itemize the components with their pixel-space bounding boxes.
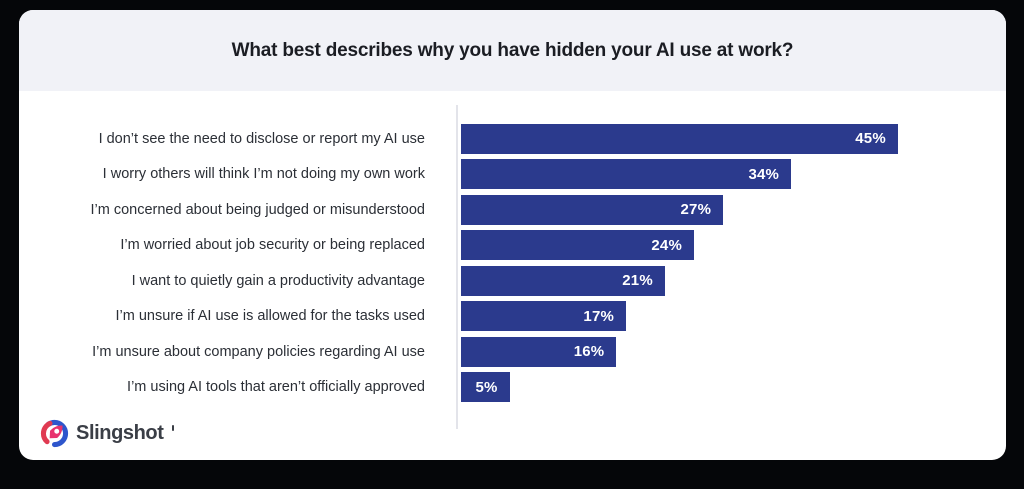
bar-value-label: 24% <box>651 236 682 254</box>
bar-track: 5% <box>440 372 1006 403</box>
slingshot-rocket-icon <box>40 419 69 448</box>
bar: 16% <box>461 336 617 367</box>
bar: 45% <box>461 123 898 154</box>
chart-header: What best describes why you have hidden … <box>19 10 1006 91</box>
bar-category-label: I’m unsure if AI use is allowed for the … <box>115 308 425 325</box>
bar-value-label: 45% <box>855 130 886 148</box>
bar-category-label: I worry others will think I’m not doing … <box>102 166 425 183</box>
bar-row: I’m concerned about being judged or misu… <box>19 192 1006 228</box>
bar-track: 34% <box>440 159 1006 190</box>
bar-track: 21% <box>440 265 1006 296</box>
bar-chart: I don’t see the need to disclose or repo… <box>19 91 1006 460</box>
bar: 5% <box>461 372 510 403</box>
bar: 17% <box>461 301 627 332</box>
bar: 24% <box>461 230 694 261</box>
bar-track: 16% <box>440 336 1006 367</box>
bar-rows: I don’t see the need to disclose or repo… <box>19 91 1006 405</box>
bar: 27% <box>461 194 724 225</box>
chart-card: What best describes why you have hidden … <box>19 10 1006 460</box>
bar-track: 24% <box>440 230 1006 261</box>
bar-row: I worry others will think I’m not doing … <box>19 157 1006 193</box>
trademark-tick <box>171 425 174 431</box>
bar-value-label: 5% <box>475 378 498 396</box>
bar-category-label: I’m worried about job security or being … <box>120 237 425 254</box>
brand-logo: Slingshot <box>40 419 174 448</box>
bar-value-label: 21% <box>622 272 653 290</box>
bar-track: 27% <box>440 194 1006 225</box>
bar-category-label: I don’t see the need to disclose or repo… <box>98 130 425 147</box>
bar-row: I’m using AI tools that aren’t officiall… <box>19 370 1006 406</box>
bar-value-label: 17% <box>583 307 615 325</box>
bar-value-label: 34% <box>748 165 780 183</box>
bar-row: I don’t see the need to disclose or repo… <box>19 121 1006 157</box>
brand-wordmark: Slingshot <box>76 422 164 444</box>
bar: 34% <box>461 159 792 190</box>
bar-row: I’m worried about job security or being … <box>19 228 1006 264</box>
bar-row: I’m unsure about company policies regard… <box>19 334 1006 370</box>
bar-row: I want to quietly gain a productivity ad… <box>19 263 1006 299</box>
bar-category-label: I’m using AI tools that aren’t officiall… <box>127 379 425 396</box>
bar-track: 17% <box>440 301 1006 332</box>
chart-title: What best describes why you have hidden … <box>231 39 794 61</box>
bar-track: 45% <box>440 123 1006 154</box>
bar: 21% <box>461 265 665 296</box>
bar-value-label: 27% <box>680 201 712 219</box>
bar-row: I’m unsure if AI use is allowed for the … <box>19 299 1006 335</box>
axis-baseline <box>456 105 458 429</box>
bar-category-label: I want to quietly gain a productivity ad… <box>131 272 425 289</box>
bar-category-label: I’m unsure about company policies regard… <box>92 343 425 360</box>
bar-category-label: I’m concerned about being judged or misu… <box>90 201 425 218</box>
bar-value-label: 16% <box>573 343 605 361</box>
